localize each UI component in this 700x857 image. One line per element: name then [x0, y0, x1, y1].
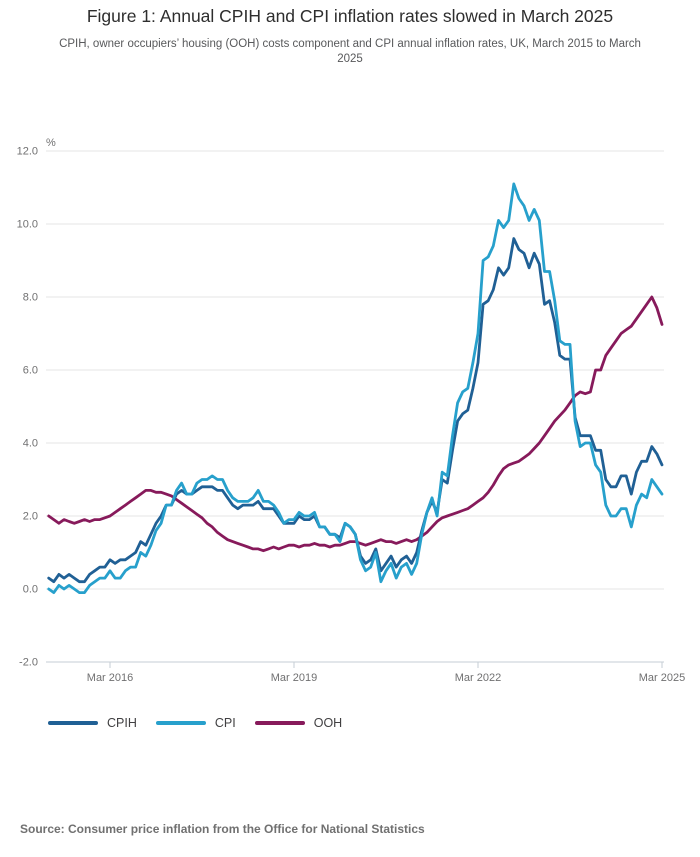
legend-swatch-cpih — [48, 721, 98, 725]
y-axis-label: -2.0 — [19, 657, 38, 669]
legend-item-ooh[interactable]: OOH — [254, 716, 343, 730]
x-axis-label: Mar 2025 — [639, 672, 685, 684]
y-axis-label: 0.0 — [23, 584, 38, 596]
y-axis-unit-label: % — [46, 137, 56, 149]
chart-legend: CPIH CPI OOH — [48, 716, 342, 730]
x-axis-label: Mar 2022 — [455, 672, 501, 684]
legend-label-cpih: CPIH — [107, 716, 137, 730]
chart-canvas: -2.0 0.0 2.0 4.0 6.0 8.0 10.0 12.0% Mar 2016 Mar … — [17, 137, 686, 684]
source-note: Source: Consumer price inflation from th… — [20, 822, 425, 836]
page-title: Figure 1: Annual CPIH and CPI inflation … — [86, 6, 614, 26]
y-axis-label: 6.0 — [23, 365, 38, 377]
y-axis-label: 12.0 — [17, 146, 38, 158]
y-axis-label: 2.0 — [23, 511, 38, 523]
x-axis-label: Mar 2016 — [87, 672, 133, 684]
y-axis-label: 10.0 — [17, 219, 38, 231]
line-chart: -2.0 0.0 2.0 4.0 6.0 8.0 10.0 12.0% Mar 2016 Mar … — [0, 130, 700, 690]
x-axis-label: Mar 2019 — [271, 672, 317, 684]
y-axis-label: 4.0 — [23, 438, 38, 450]
legend-swatch-cpi — [155, 721, 206, 725]
legend-label-ooh: OOH — [313, 716, 343, 730]
legend-swatch-ooh — [254, 721, 305, 725]
y-axis-label: 8.0 — [23, 292, 38, 304]
series-line-cpih — [47, 237, 664, 584]
legend-label-cpi: CPI — [214, 716, 236, 730]
legend-item-cpi[interactable]: CPI — [155, 716, 236, 730]
page-subtitle: CPIH, owner occupiers’ housing (OOH) cos… — [59, 38, 641, 65]
series-line-cpi — [47, 182, 664, 595]
legend-item-cpih[interactable]: CPIH — [48, 716, 137, 730]
series-line-ooh — [47, 295, 664, 553]
